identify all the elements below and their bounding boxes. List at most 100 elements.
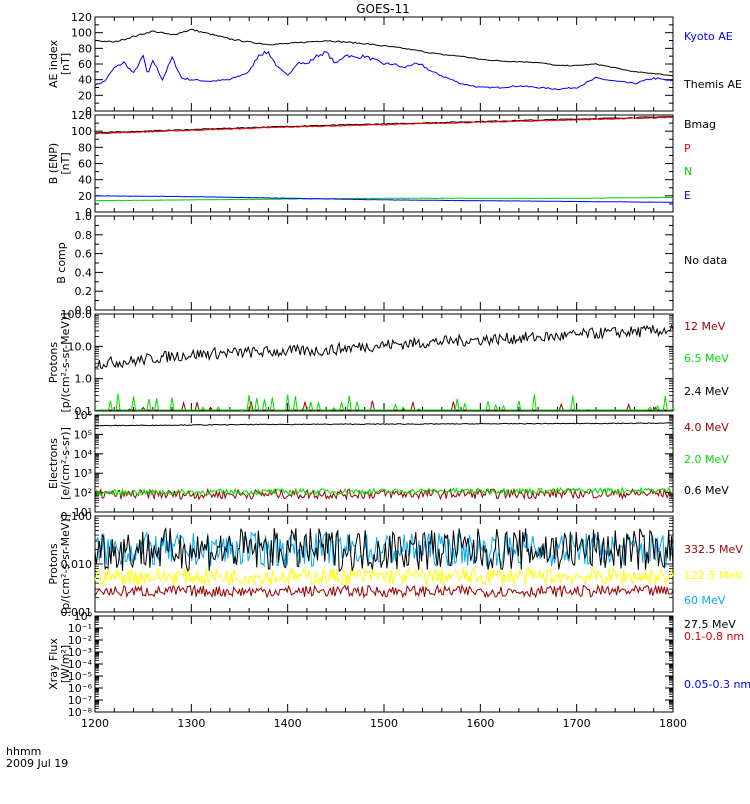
- x-ticks: [94, 115, 674, 212]
- y-tick-label: 100.0: [61, 308, 93, 321]
- legend-entry: 0.6 MeV: [684, 484, 729, 497]
- x-tick-label: 1600: [466, 717, 494, 730]
- footer-time-format: hhmm: [6, 745, 41, 758]
- y-tick-label: 100: [71, 27, 92, 40]
- no-data-note: No data: [684, 254, 727, 267]
- series-line: [94, 567, 674, 587]
- x-ticks: [94, 516, 674, 612]
- y-tick-label: 100: [71, 125, 92, 138]
- legend-entry: Kyoto AE: [684, 30, 733, 43]
- y-axis-label: [nT]: [59, 53, 72, 75]
- panel-1: 0 20 40 60 80 100 120 AE index [nT] Kyoto AE Themi…: [47, 11, 742, 118]
- panel-frame: [94, 313, 674, 412]
- legend-entry: 0.1-0.8 nm: [684, 630, 744, 643]
- y-tick-label: 60: [78, 58, 92, 71]
- y-tick-label: 20: [78, 190, 92, 203]
- y-tick-label: 120: [71, 109, 92, 122]
- x-ticks: [94, 216, 674, 310]
- legend-entry: 60 MeV: [684, 594, 726, 607]
- legend-entry: 27.5 MeV: [684, 618, 736, 631]
- y-tick-label: 10⁻⁷: [68, 694, 92, 707]
- legend-entry: P: [684, 142, 691, 155]
- series-line: [94, 116, 674, 135]
- y-axis-label: [W/m²]: [59, 645, 72, 683]
- panel-2: 0 20 40 60 80 100 120 B (ENP) [nT] Bmag PNE: [47, 109, 716, 219]
- y-tick-label: 10⁶: [74, 409, 93, 422]
- y-axis-label: B comp: [55, 242, 68, 284]
- y-axis-label: [e/(cm²-s-sr)]: [59, 427, 72, 500]
- series-line: [94, 526, 674, 573]
- y-tick-label: 0: [85, 206, 92, 219]
- legend-entry: 2.4 MeV: [684, 385, 729, 398]
- legend-entry: 0.05-0.3 nm: [684, 678, 750, 691]
- y-axis-label: AE index: [47, 39, 60, 88]
- x-ticks: [94, 314, 674, 411]
- y-tick-label: 10³: [74, 467, 92, 480]
- y-tick-label: 10.0: [68, 340, 93, 353]
- y-tick-label: 0: [85, 105, 92, 118]
- y-tick-label: 0.8: [75, 229, 93, 242]
- y-tick-label: 10⁵: [74, 428, 92, 441]
- x-tick-label: 1800: [659, 717, 687, 730]
- y-axis-label: B (ENP): [47, 143, 60, 184]
- footer-date: 2009 Jul 19: [6, 757, 68, 770]
- y-tick-label: 10⁻⁸: [68, 706, 93, 719]
- series-line: [94, 50, 674, 90]
- y-ticks: [95, 615, 673, 713]
- y-tick-label: 60: [78, 158, 92, 171]
- y-tick-label: 0.4: [75, 266, 93, 279]
- y-tick-label: 0.0: [75, 304, 93, 317]
- x-tick-label: 1700: [563, 717, 591, 730]
- y-tick-label: 0.001: [61, 606, 93, 619]
- x-ticks: [94, 415, 674, 512]
- series-line: [94, 195, 673, 203]
- y-ticks: [95, 215, 673, 311]
- legend-entry: Bmag: [684, 118, 716, 131]
- series-line: [94, 486, 674, 498]
- y-tick-label: 10²: [74, 487, 92, 500]
- y-axis-label: [nT]: [59, 152, 72, 174]
- y-tick-label: 40: [78, 174, 92, 187]
- panel-5: 10¹ 10² 10³ 10⁴ 10⁵ 10⁶ Electrons [e/(cm²-s-sr)…: [47, 409, 729, 519]
- y-ticks: [95, 114, 673, 213]
- y-tick-label: 0.010: [61, 558, 93, 571]
- y-tick-label: 10⁻²: [68, 634, 92, 647]
- y-tick-label: 1.0: [75, 210, 93, 223]
- y-tick-label: 10⁴: [74, 448, 93, 461]
- x-tick-label: 1400: [274, 717, 302, 730]
- y-ticks: [95, 313, 673, 412]
- y-tick-label: 120: [71, 11, 92, 24]
- legend-entry: 2.0 MeV: [684, 453, 729, 466]
- series-line: [94, 28, 674, 77]
- y-axis-label: Protons: [47, 342, 60, 383]
- panel-3: 0.0 0.2 0.4 0.6 0.8 1.0 B comp No data: [55, 210, 727, 317]
- series-line: [94, 422, 674, 427]
- panel-frame: [94, 215, 674, 311]
- panel-frame: [94, 615, 674, 713]
- y-tick-label: 10⁻⁵: [68, 670, 92, 683]
- legend-entry: 6.5 MeV: [684, 352, 729, 365]
- legend-entry: 4.0 MeV: [684, 421, 729, 434]
- panel-4: 0.1 1.0 10.0 100.0 Protons [p/(cm²-s-sr-MeV)]…: [47, 308, 729, 418]
- y-axis-label: Protons: [47, 543, 60, 584]
- series-line: [94, 583, 674, 599]
- y-tick-label: 0.100: [61, 510, 93, 523]
- y-axis-label: Xray Flux: [47, 638, 60, 690]
- legend-entry: Themis AE: [683, 78, 742, 91]
- legend-entry: 12 MeV: [684, 320, 726, 333]
- y-tick-label: 0.2: [75, 285, 93, 298]
- y-tick-label: 40: [78, 74, 92, 87]
- y-tick-label: 80: [78, 141, 92, 154]
- y-axis-label: Electrons: [47, 438, 60, 489]
- series-line: [95, 393, 676, 412]
- y-tick-label: 0.6: [75, 248, 93, 261]
- legend-entry: N: [684, 165, 692, 178]
- legend-entry: 122.5 MeV: [684, 569, 743, 582]
- x-axis: 1200 1300 1400 1500 1600 1700 1800: [81, 717, 687, 730]
- legend-entry: E: [684, 189, 691, 202]
- y-axis-label: [p/(cm²-s-sr-MeV)]: [59, 514, 72, 614]
- panel-frame: [94, 114, 674, 213]
- series-line: [94, 196, 674, 202]
